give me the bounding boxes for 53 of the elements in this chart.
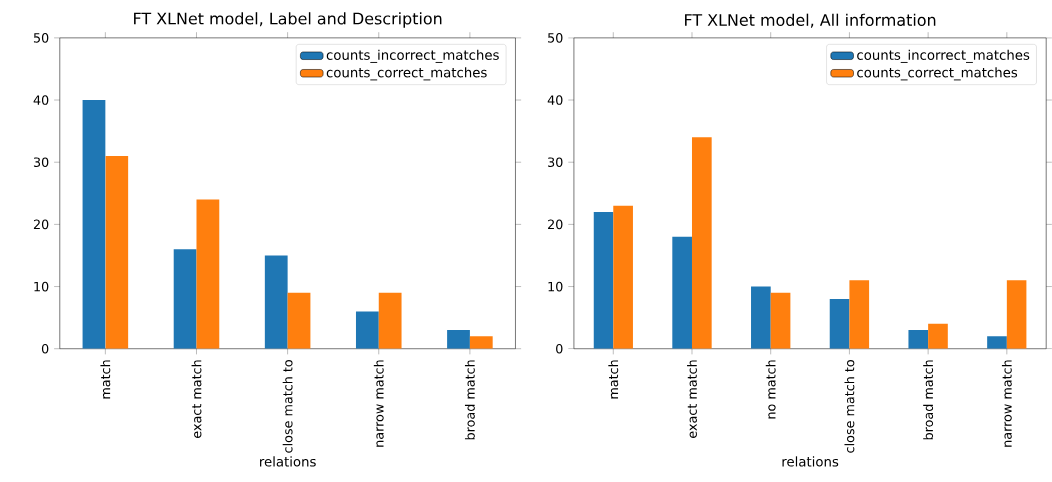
x-tick-label: broad match (923, 360, 934, 440)
legend-label: counts_correct_matches (326, 67, 487, 81)
x-tick-label: narrow match (1001, 360, 1012, 447)
bar (672, 236, 692, 349)
bar (264, 255, 288, 349)
y-tick-label: 50 (33, 32, 49, 43)
bar (593, 211, 614, 349)
bar (1006, 280, 1027, 349)
bar (82, 99, 106, 349)
bar (928, 323, 948, 349)
bar (105, 155, 129, 349)
x-tick-label: exact match (191, 360, 202, 438)
bar (173, 249, 197, 349)
y-tick-label: 0 (41, 343, 49, 354)
bar (196, 199, 220, 349)
chart-title: FT XLNet model, Label and Description (134, 12, 442, 28)
y-tick-label: 10 (34, 281, 49, 292)
bar (751, 286, 771, 349)
bar (613, 205, 633, 349)
bar (355, 311, 379, 349)
bar (770, 292, 791, 349)
x-tick-label: exact match (687, 360, 697, 438)
bar (691, 137, 712, 349)
x-tick-label: narrow match (373, 360, 384, 447)
x-axis-title: relations (260, 456, 316, 467)
x-tick-label: close match to (282, 359, 293, 453)
bar (469, 336, 493, 349)
y-tick-label: 50 (548, 32, 563, 43)
bar (447, 329, 470, 349)
x-tick-label: match (100, 360, 111, 399)
x-tick-label: close match to (844, 359, 855, 453)
y-tick-label: 20 (548, 219, 563, 230)
bar (378, 292, 402, 349)
bar (287, 292, 311, 349)
y-tick-label: 40 (33, 95, 49, 105)
chart-title: FT XLNet model, All information (685, 13, 936, 28)
y-tick-label: 40 (547, 95, 563, 105)
x-tick-label: match (608, 360, 619, 399)
y-tick-label: 20 (33, 219, 49, 230)
x-tick-label: no match (765, 360, 776, 419)
y-tick-label: 30 (548, 157, 563, 167)
x-axis-title: relations (782, 456, 839, 467)
bar (908, 329, 929, 349)
x-tick-label: broad match (464, 360, 475, 440)
y-tick-label: 30 (33, 157, 49, 167)
bar (829, 298, 850, 349)
y-tick-label: 0 (556, 343, 563, 354)
legend-label: counts_incorrect_matches (326, 49, 499, 63)
bar (987, 336, 1007, 349)
legend-label: counts_correct_matches (857, 67, 1018, 81)
bar (849, 280, 870, 349)
legend-label: counts_incorrect_matches (857, 49, 1030, 63)
y-tick-label: 10 (548, 281, 563, 292)
